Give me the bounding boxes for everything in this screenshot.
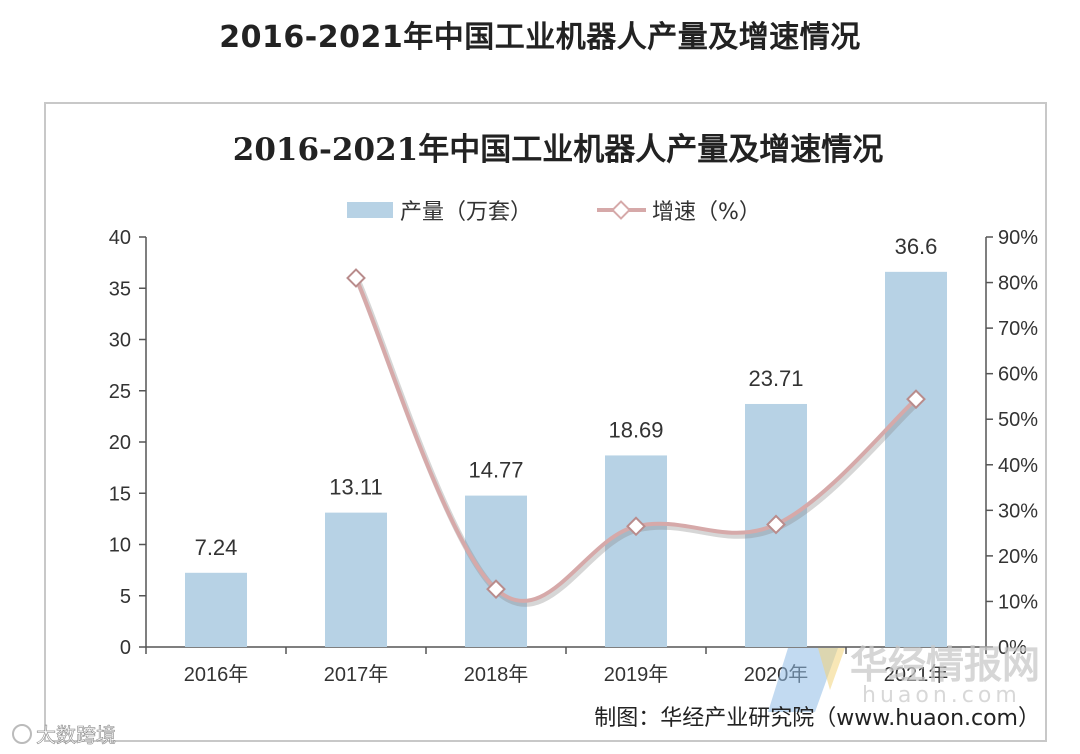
y-left-tick-label: 40: [109, 227, 131, 249]
line-point: [486, 579, 506, 600]
y-right-tick-label: 20%: [998, 546, 1038, 568]
bar-data-label: 18.69: [608, 417, 663, 442]
x-tick-label: 2017年: [324, 663, 389, 686]
y-right-tick-label: 60%: [998, 364, 1038, 386]
y-right-tick-label: 80%: [998, 273, 1038, 295]
growth-line: [354, 277, 918, 603]
bar: [465, 495, 527, 647]
corner-logo-icon: [12, 724, 32, 744]
bar-data-label: 36.6: [895, 234, 938, 259]
y-left-tick-label: 5: [120, 586, 131, 608]
line-point: [626, 516, 646, 537]
watermark-logo-icon: [768, 648, 838, 712]
bar-data-label: 13.11: [329, 475, 382, 500]
y-left-tick-label: 10: [109, 535, 131, 557]
bar-data-label: 14.77: [468, 458, 523, 483]
legend-label-line: 增速（%）: [652, 200, 761, 225]
y-left-tick-label: 0: [120, 637, 131, 659]
y-right-tick-label: 30%: [998, 500, 1038, 522]
y-right-tick-label: 40%: [998, 455, 1038, 477]
x-tick-label: 2016年: [184, 663, 249, 686]
y-right-tick-label: 70%: [998, 318, 1038, 340]
watermark-en: huaon.com: [862, 683, 1021, 708]
y-left-tick-label: 35: [109, 278, 131, 300]
corner-watermark: 大数跨境: [12, 723, 116, 747]
line-point: [346, 268, 366, 288]
x-tick-label: 2018年: [464, 663, 529, 686]
y-left-tick-label: 15: [109, 483, 131, 505]
bar-series: 7.24 13.11 14.77 18.69 23.71 36.6: [185, 234, 947, 647]
watermark-logo-accent-icon: [818, 648, 845, 690]
y-left-tick-label: 25: [109, 381, 131, 403]
source-note: 制图：华经产业研究院（www.huaon.com）: [594, 706, 1040, 731]
legend-label-bar: 产量（万套）: [400, 200, 532, 225]
bar: [325, 512, 387, 647]
bar-data-label: 7.24: [195, 535, 238, 560]
watermark-cn: 华经情报网: [850, 643, 1040, 687]
legend-swatch-bar: [347, 202, 393, 218]
y-right-tick-label: 90%: [998, 227, 1038, 249]
y-left-tick-label: 30: [109, 330, 131, 352]
line-series: [346, 268, 926, 607]
x-tick-label: 2019年: [604, 663, 669, 686]
chart-title: 2016-2021年中国工业机器人产量及增速情况: [233, 132, 883, 168]
y-right-tick-label: 50%: [998, 409, 1038, 431]
page-title: 2016-2021年中国工业机器人产量及增速情况: [219, 20, 861, 55]
y-right-tick-label: 0%: [998, 637, 1027, 659]
bar-data-label: 23.71: [748, 366, 803, 391]
line-point: [906, 389, 926, 410]
legend-marker-icon: [611, 200, 631, 220]
bar: [605, 455, 667, 647]
y-left-tick-label: 20: [109, 432, 131, 454]
bar: [185, 572, 247, 647]
corner-watermark-text: 大数跨境: [36, 723, 116, 747]
bar: [885, 271, 947, 647]
x-tick-label: 2021年: [884, 663, 949, 686]
y-right-tick-label: 10%: [998, 591, 1038, 613]
legend: 产量（万套） 增速（%）: [347, 200, 761, 225]
line-point: [766, 514, 786, 535]
watermark: 华经情报网 huaon.com: [768, 643, 1040, 712]
